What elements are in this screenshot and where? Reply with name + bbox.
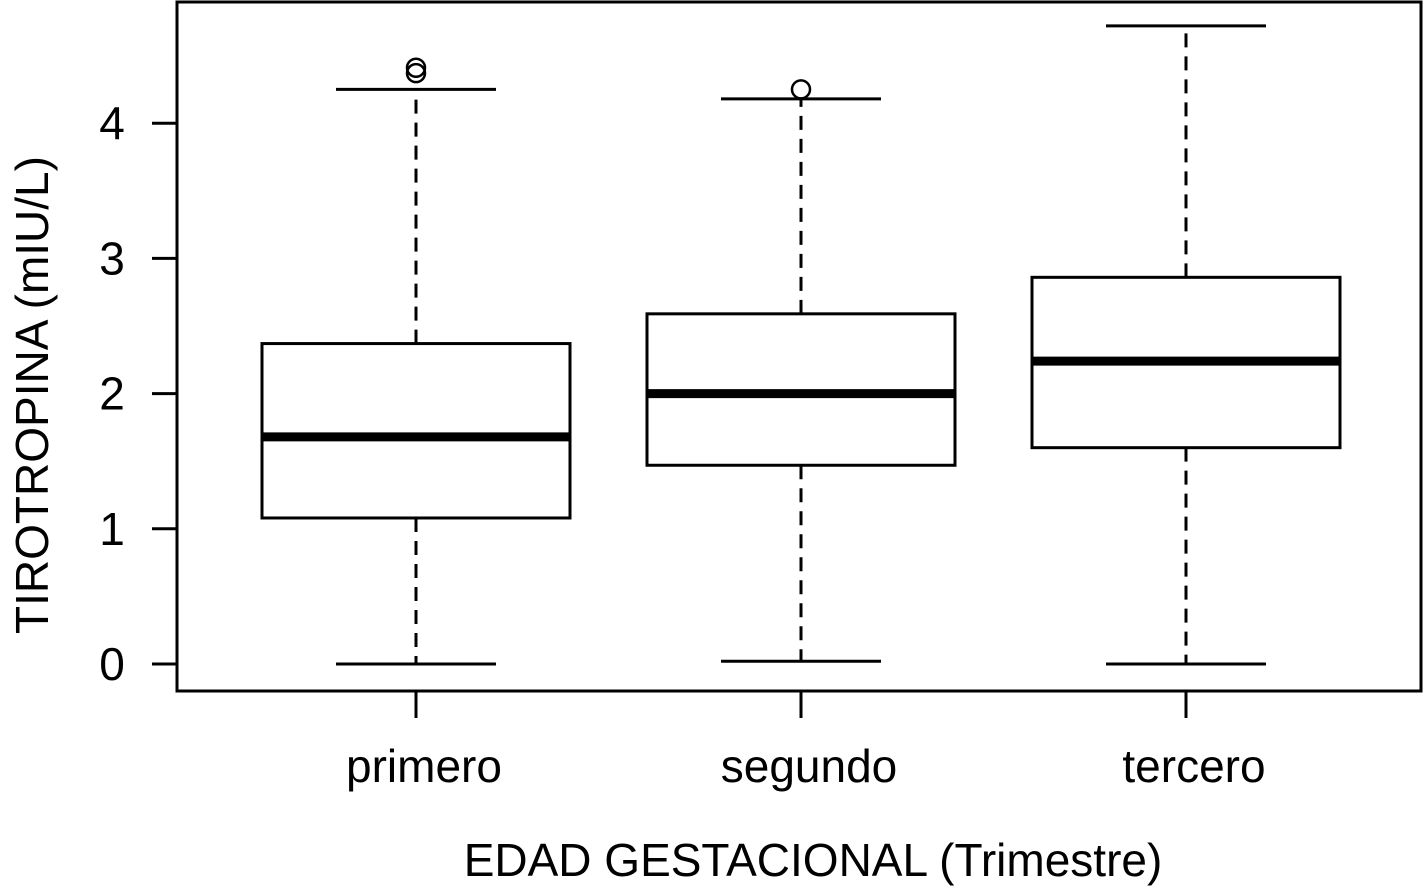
boxes-layer — [260, 24, 1342, 666]
plot-frame — [175, 0, 1423, 693]
outlier-point — [405, 57, 427, 79]
plot-frame-layer — [175, 0, 1423, 693]
y-tick-label: 4 — [99, 97, 125, 149]
iqr-box — [260, 342, 572, 520]
y-tick-label: 2 — [99, 368, 125, 420]
x-tick-label: tercero — [1122, 740, 1265, 792]
x-tick-label: primero — [346, 740, 502, 792]
box-segundo — [645, 79, 957, 663]
box-tercero — [1030, 24, 1342, 666]
x-axis-title: EDAD GESTACIONAL (Trimestre) — [464, 834, 1163, 886]
x-axis: primero segundo tercero — [346, 691, 1266, 792]
y-tick-label: 1 — [99, 503, 125, 555]
y-axis: 0 1 2 3 4 — [99, 97, 177, 690]
outlier-point — [405, 62, 427, 84]
y-tick-label: 0 — [99, 638, 125, 690]
y-tick-label: 3 — [99, 232, 125, 284]
x-tick-label: segundo — [721, 740, 898, 792]
box-primero — [260, 57, 572, 666]
y-axis-title: TIROTROPINA (mIU/L) — [6, 156, 58, 634]
outlier-point — [790, 79, 812, 100]
